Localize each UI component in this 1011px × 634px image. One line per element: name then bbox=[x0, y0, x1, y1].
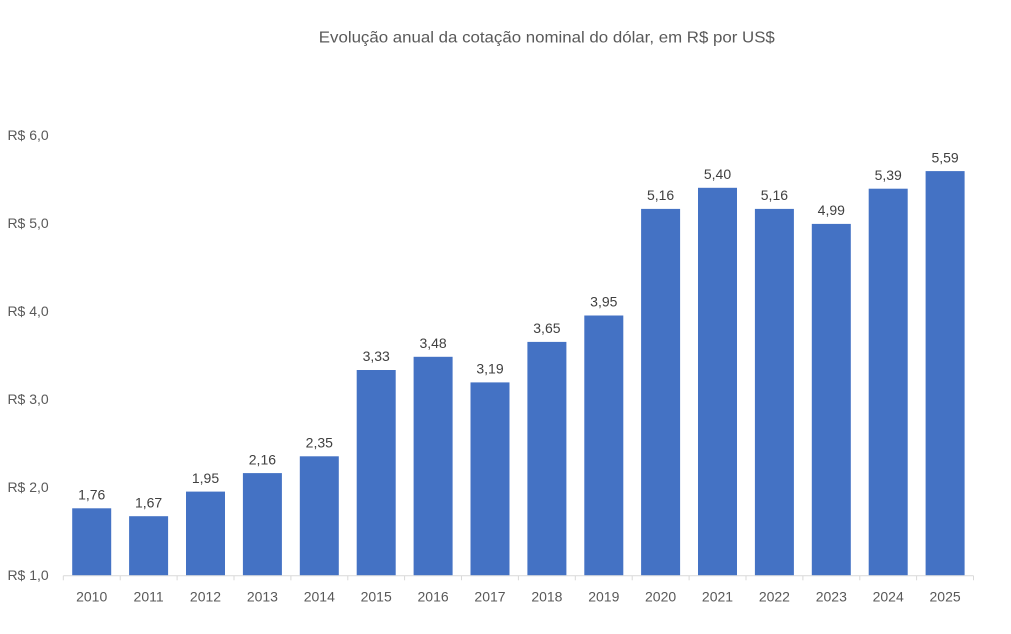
svg-text:1,95: 1,95 bbox=[192, 470, 219, 486]
svg-text:Evolução anual da cotação nomi: Evolução anual da cotação nominal do dól… bbox=[319, 29, 775, 46]
svg-text:2010: 2010 bbox=[76, 588, 107, 604]
svg-text:3,95: 3,95 bbox=[590, 294, 617, 310]
svg-text:5,16: 5,16 bbox=[761, 187, 788, 203]
svg-text:R$ 5,0: R$ 5,0 bbox=[7, 215, 48, 231]
svg-text:2011: 2011 bbox=[134, 588, 164, 604]
svg-text:3,19: 3,19 bbox=[476, 361, 503, 377]
svg-text:2016: 2016 bbox=[418, 588, 449, 604]
svg-text:3,65: 3,65 bbox=[533, 320, 560, 336]
svg-text:1,67: 1,67 bbox=[135, 494, 162, 510]
svg-text:2014: 2014 bbox=[304, 588, 335, 604]
svg-text:2013: 2013 bbox=[247, 588, 278, 604]
svg-text:2023: 2023 bbox=[816, 588, 847, 604]
svg-text:2024: 2024 bbox=[873, 588, 904, 604]
svg-text:2018: 2018 bbox=[531, 588, 562, 604]
svg-text:5,40: 5,40 bbox=[704, 166, 731, 182]
svg-text:2,16: 2,16 bbox=[249, 451, 276, 467]
svg-text:2017: 2017 bbox=[474, 588, 505, 604]
svg-text:2022: 2022 bbox=[759, 588, 790, 604]
svg-text:2025: 2025 bbox=[930, 588, 961, 604]
svg-text:R$ 1,0: R$ 1,0 bbox=[7, 567, 48, 583]
svg-text:2021: 2021 bbox=[702, 588, 733, 604]
svg-text:5,16: 5,16 bbox=[647, 187, 674, 203]
svg-text:2020: 2020 bbox=[645, 588, 676, 604]
svg-text:2,35: 2,35 bbox=[306, 435, 333, 451]
svg-text:4,99: 4,99 bbox=[818, 202, 845, 218]
svg-text:5,39: 5,39 bbox=[875, 167, 902, 183]
svg-text:3,48: 3,48 bbox=[419, 335, 446, 351]
svg-text:R$ 2,0: R$ 2,0 bbox=[7, 479, 48, 495]
svg-text:R$ 4,0: R$ 4,0 bbox=[7, 303, 48, 319]
svg-text:R$ 3,0: R$ 3,0 bbox=[7, 391, 48, 407]
svg-text:2015: 2015 bbox=[361, 588, 392, 604]
svg-text:1,76: 1,76 bbox=[78, 487, 105, 503]
svg-text:R$ 6,0: R$ 6,0 bbox=[7, 127, 48, 143]
svg-text:5,59: 5,59 bbox=[931, 149, 958, 165]
svg-text:2012: 2012 bbox=[190, 588, 221, 604]
svg-text:3,33: 3,33 bbox=[363, 348, 390, 364]
svg-text:2019: 2019 bbox=[588, 588, 619, 604]
